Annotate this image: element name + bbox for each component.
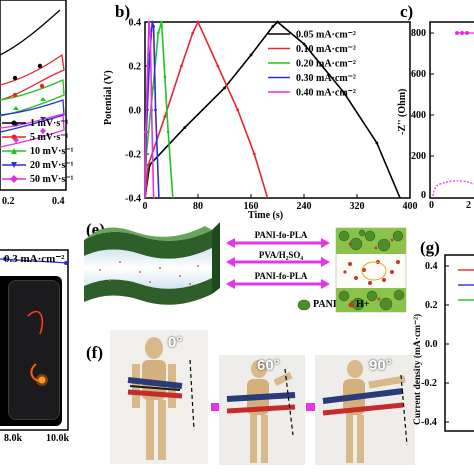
- c-tick-x-2: 2: [466, 200, 471, 211]
- d-tick-x-1: 10.0k: [46, 433, 70, 444]
- b-series-point-0: [223, 86, 226, 90]
- panel-b-letter: b): [115, 2, 131, 21]
- b-series-point-4: [144, 130, 148, 134]
- a-tick-x-1: 0.4: [52, 196, 65, 207]
- g-tick-y-3: -0.2: [421, 378, 437, 389]
- e-label-middle: PVA/H₂SO₄: [258, 250, 304, 260]
- b-ytick-label: 0.2: [129, 62, 142, 73]
- b-series-point-0: [342, 91, 346, 94]
- legend-1mv: 1 mV·s⁻¹: [30, 117, 69, 129]
- device-photo: [0, 276, 62, 426]
- angle-60: 60°: [257, 357, 280, 374]
- mannequin-photo-90: 90°: [315, 355, 415, 465]
- mannequin-photo-60: 60°: [219, 355, 305, 465]
- d-tick-x-0: 8.0k: [4, 433, 23, 444]
- b-series-point-4: [148, 31, 152, 35]
- c-tick-y-200: 200: [411, 151, 426, 162]
- panel-a-plot: [0, 0, 67, 191]
- c-tick-y-800: 800: [411, 28, 426, 39]
- b-legend-label-0: 0.05 mA·cm⁻²: [296, 30, 356, 41]
- b-series-point-1: [252, 152, 256, 156]
- glowing-wire-icon: [27, 310, 48, 386]
- b-series-line-2: [144, 21, 174, 199]
- g-ylabel: Current density (mA·cm⁻²): [413, 313, 423, 425]
- b-series-point-2: [151, 86, 155, 90]
- e-label-top: PANI-fo-PLA: [254, 230, 308, 240]
- b-series-point-0: [249, 53, 253, 57]
- panel-d-plot: [0, 249, 69, 431]
- e-legend-h: H+: [356, 299, 370, 310]
- mannequin-photo-0: 0°: [110, 330, 208, 464]
- panel-c-letter: c): [400, 2, 414, 21]
- b-series-point-4: [146, 64, 150, 68]
- b-series-point-2: [166, 130, 170, 134]
- b-series-point-0: [183, 126, 187, 129]
- b-series-point-1: [236, 108, 240, 112]
- b-series-point-1: [146, 163, 150, 167]
- panel-c-plot: [429, 21, 474, 199]
- c-tick-x-0: 0: [429, 200, 434, 211]
- b-series-point-3: [150, 20, 154, 24]
- c-tick-y-400: 400: [411, 110, 426, 121]
- g-tick-y-4: -0.4: [421, 417, 437, 428]
- a-tick-x-0: 0.2: [2, 196, 15, 207]
- b-xtick-label: 160: [244, 201, 259, 212]
- b-series-point-2: [156, 31, 160, 35]
- angle-0: 0°: [168, 334, 183, 351]
- b-legend-label-3: 0.30 mA·cm⁻²: [296, 73, 356, 84]
- b-series-point-0: [271, 25, 275, 28]
- panel-g-letter: (g): [420, 238, 440, 257]
- g-tick-y-0: 0.4: [425, 261, 438, 272]
- panel-a-legend: 1 mV·s⁻¹ 5 mV·s⁻¹ 10 mV·s⁻¹ 20 mV·s⁻¹ 50…: [2, 116, 74, 186]
- b-series-point-1: [163, 115, 167, 118]
- b-xlabel: Time (s): [248, 210, 284, 221]
- b-series-point-2: [163, 75, 167, 79]
- b-legend-label-2: 0.20 mA·cm⁻²: [296, 59, 356, 70]
- b-xtick-label: 80: [193, 201, 203, 212]
- b-xtick-label: 240: [297, 201, 312, 212]
- g-tick-y-2: 0.0: [425, 339, 438, 350]
- b-ytick-label: 0.4: [129, 18, 142, 29]
- panel-b-chart: 0.4 0.2 0.0 -0.2 -0.40 80 160 240 320 400 0.05 mA·…: [125, 18, 418, 213]
- panel-f-letter: (f): [86, 343, 103, 362]
- b-series-point-1: [216, 64, 220, 68]
- g-tick-y-1: 0.2: [425, 300, 438, 311]
- b-series-point-4: [147, 20, 151, 24]
- legend-5mv: 5 mV·s⁻¹: [30, 131, 69, 143]
- b-series-point-4: [150, 108, 154, 112]
- mannequin-icon: [219, 355, 305, 465]
- c-tick-y-600: 600: [411, 69, 426, 80]
- b-ytick-label: 0.0: [129, 106, 142, 117]
- angle-90: 90°: [369, 357, 392, 374]
- d-current-label: 0.3 mA·cm⁻²: [4, 253, 65, 265]
- b-series-point-2: [160, 20, 163, 24]
- legend-10mv: 10 mV·s⁻¹: [30, 145, 74, 157]
- b-series-point-0: [302, 42, 306, 46]
- b-series-point-1: [191, 31, 195, 35]
- b-series-point-0: [276, 20, 279, 24]
- b-xtick-label: 320: [350, 201, 365, 212]
- mannequin-icon: [110, 330, 208, 464]
- b-ytick-label: -0.4: [125, 194, 141, 205]
- legend-50mv: 50 mV·s⁻¹: [30, 173, 74, 185]
- b-series-point-3: [152, 25, 156, 28]
- b-ytick-label: -0.2: [125, 150, 141, 161]
- legend-20mv: 20 mV·s⁻¹: [30, 159, 74, 171]
- e-legend-pani: PANI: [313, 299, 337, 310]
- b-series-point-1: [196, 20, 200, 24]
- b-xtick-label: 400: [403, 201, 418, 212]
- c-tick-y-0: 0: [421, 190, 426, 201]
- b-series-point-1: [180, 64, 183, 68]
- e-label-bottom: PANI-fo-PLA: [254, 271, 308, 281]
- mannequin-icon: [315, 355, 415, 465]
- b-legend-label-4: 0.40 mA·cm⁻²: [296, 88, 356, 99]
- b-series-point-3: [154, 108, 158, 112]
- b-legend-label-1: 0.10 mA·cm⁻²: [296, 44, 356, 55]
- b-xtick-label: 0: [143, 201, 148, 212]
- b-series-point-0: [375, 141, 379, 145]
